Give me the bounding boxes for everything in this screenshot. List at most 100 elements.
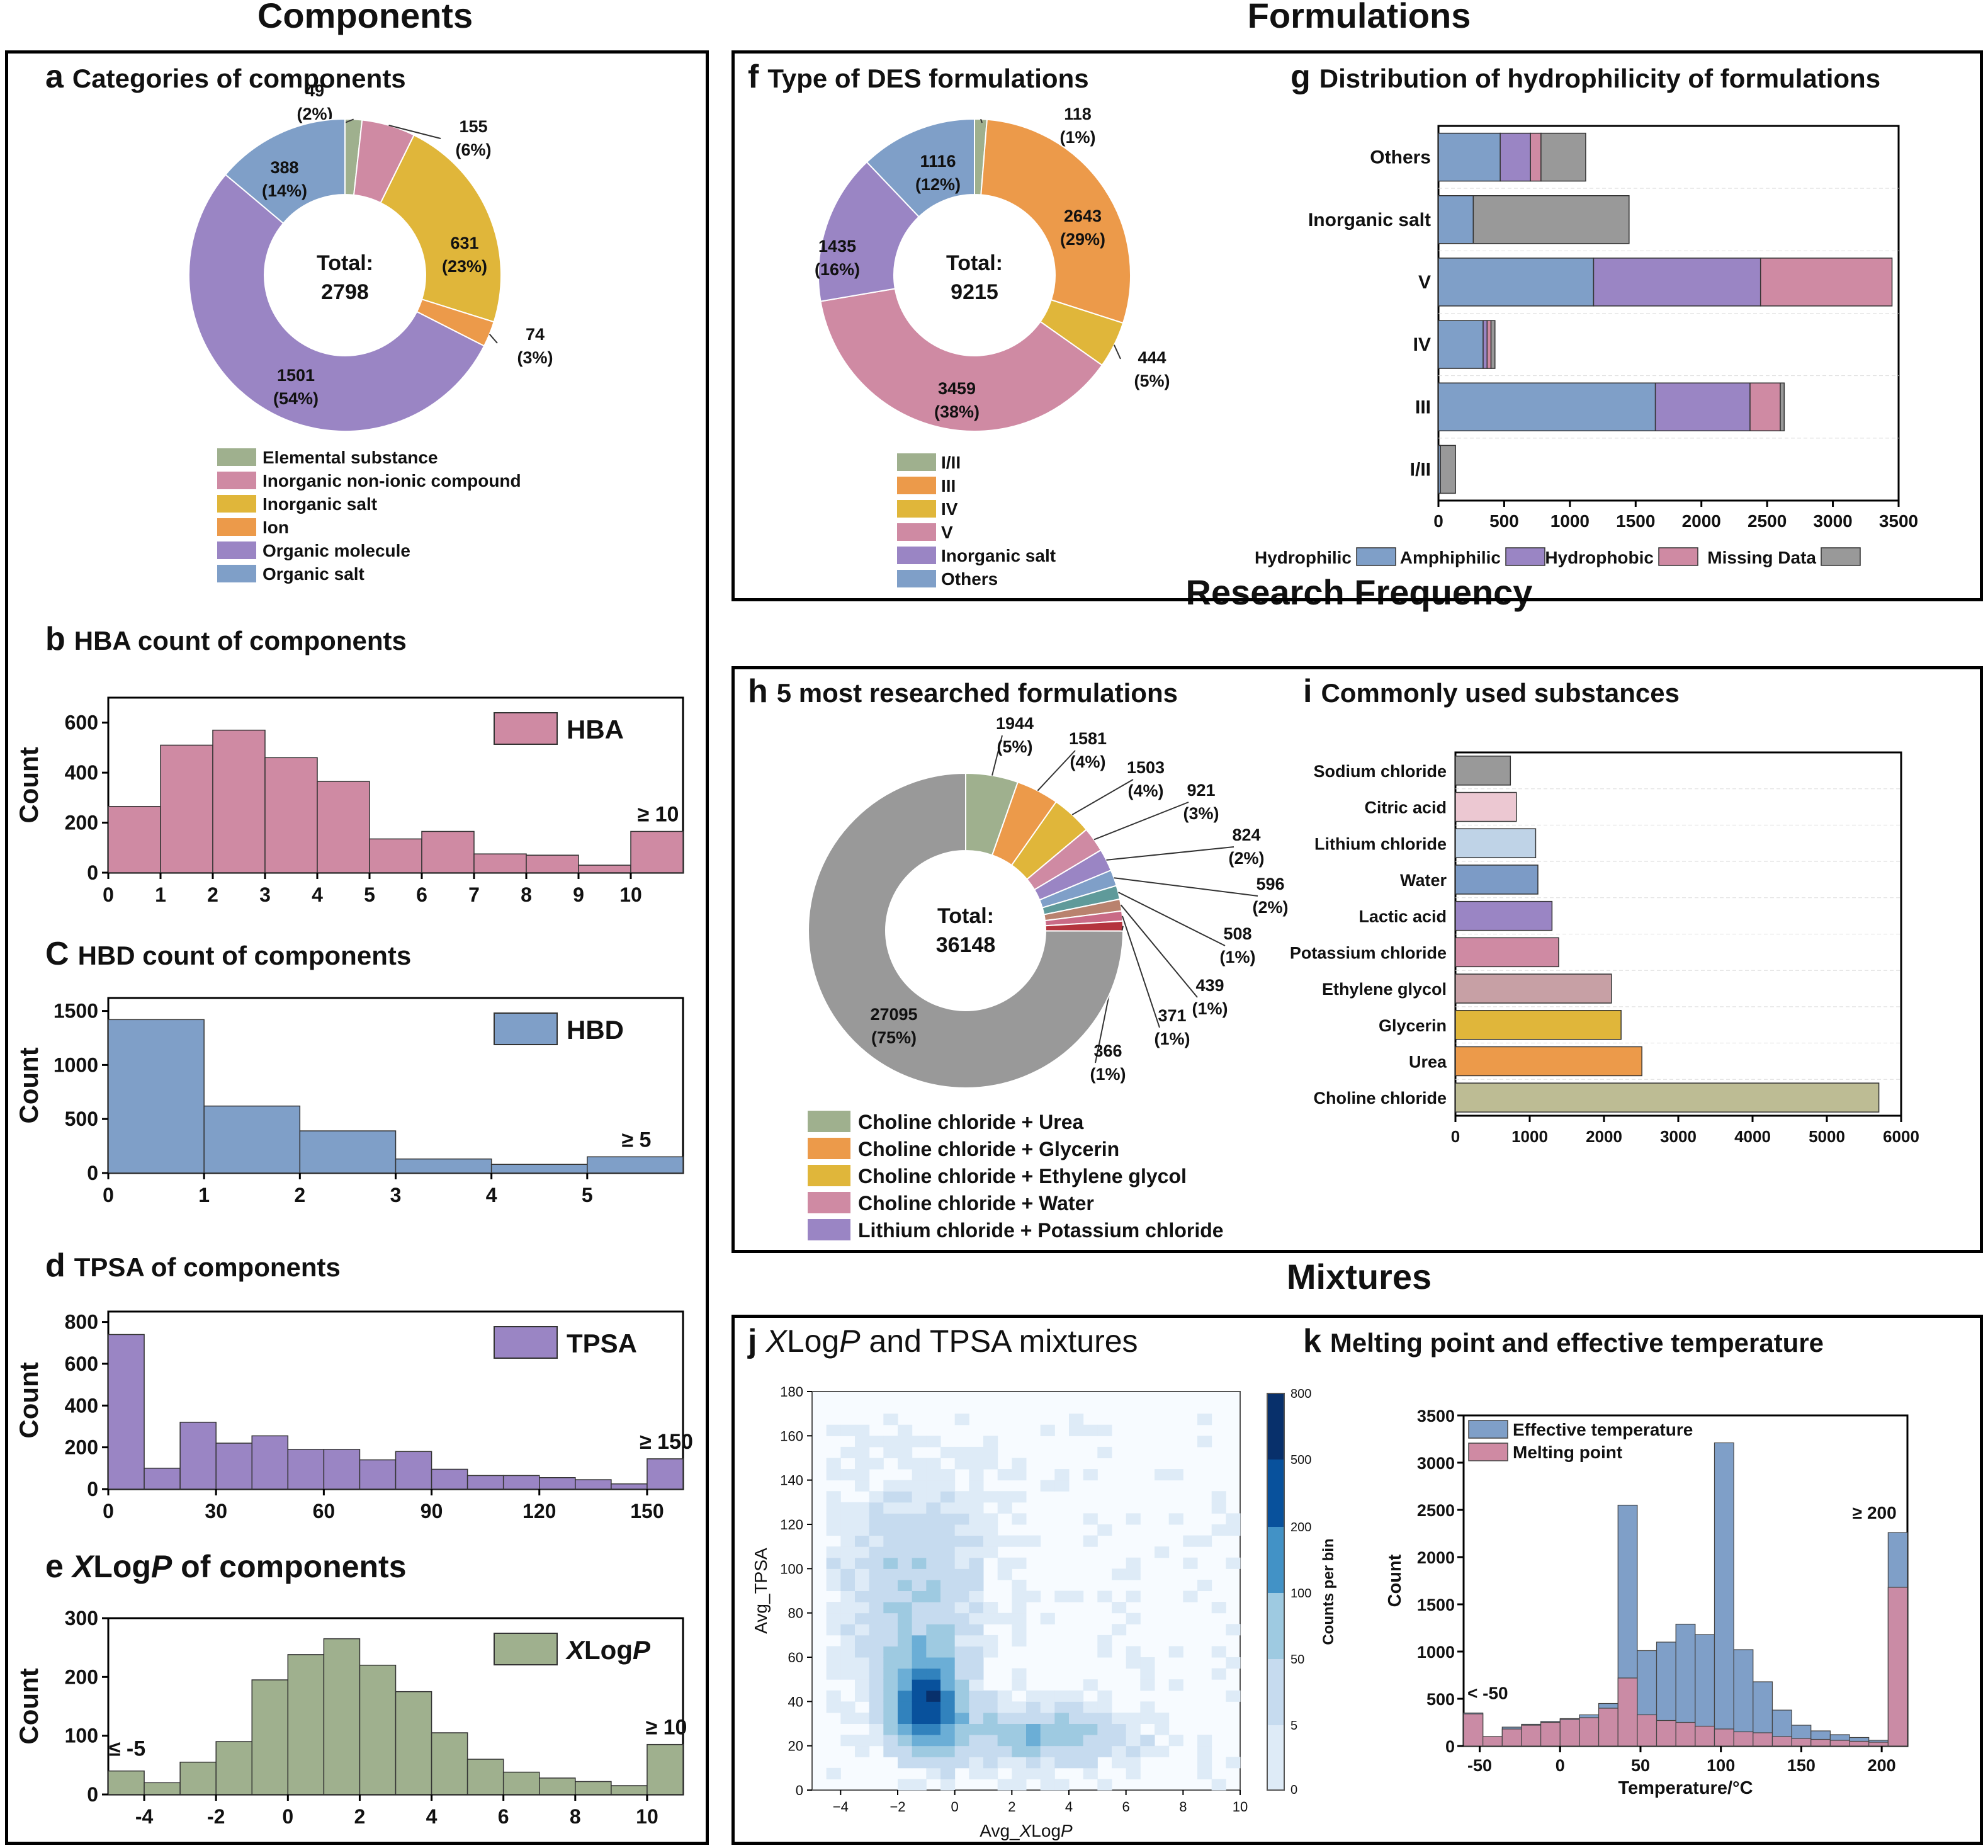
- j-cell: [883, 1712, 898, 1724]
- hist-d-xtick-label-1: 30: [205, 1500, 227, 1522]
- j-cell: [1197, 1414, 1212, 1426]
- i-bar-4: [1455, 900, 1553, 931]
- j-cell: [869, 1546, 884, 1558]
- j-cell: [1112, 1712, 1127, 1724]
- hist-c-xtick-label-5: 5: [582, 1184, 593, 1206]
- j-cell: [912, 1735, 927, 1747]
- j-cell: [855, 1646, 870, 1658]
- j-cell: [840, 1646, 856, 1658]
- hist-e-xtick-label-1: -2: [207, 1805, 225, 1828]
- j-cell: [1097, 1424, 1112, 1436]
- j-cell: [926, 1646, 941, 1658]
- xlabel-part: P: [1061, 1821, 1073, 1840]
- pie-h-legend-swatch-2: [808, 1165, 850, 1186]
- j-cell: [898, 1546, 913, 1558]
- j-cell: [1040, 1779, 1055, 1791]
- j-cell: [969, 1502, 984, 1514]
- j-cell: [912, 1690, 927, 1702]
- k-bar-1-19: [1829, 1740, 1850, 1747]
- j-xtick-label-6: 8: [1179, 1799, 1187, 1815]
- j-cell: [940, 1635, 956, 1647]
- i-bar-3: [1455, 864, 1539, 895]
- j-cell: [969, 1679, 984, 1691]
- j-cell: [969, 1613, 984, 1624]
- j-cell: [869, 1491, 884, 1503]
- j-cell: [855, 1613, 870, 1624]
- hist-b-legend-label: HBA: [567, 715, 624, 744]
- hist-e-xtick-label-5: 6: [498, 1805, 509, 1828]
- j-cell: [1097, 1723, 1112, 1735]
- i-xtick-label-5: 5000: [1809, 1127, 1845, 1146]
- pie-a-legend-swatch-4: [217, 541, 256, 559]
- j-cell: [826, 1491, 841, 1503]
- j-cell: [883, 1436, 898, 1448]
- j-cell: [869, 1436, 884, 1448]
- hist-d-ytick-label-4: 800: [65, 1311, 98, 1334]
- k-bar-1-18: [1810, 1738, 1831, 1747]
- j-cell: [926, 1579, 941, 1591]
- g-category-3: IV: [1413, 334, 1431, 355]
- j-cell: [940, 1602, 956, 1614]
- j-cell: [869, 1646, 884, 1658]
- j-cell: [954, 1491, 969, 1503]
- hist-b-bar-5: [369, 838, 422, 873]
- pie-h-pct-2: (4%): [1127, 781, 1163, 800]
- j-cell: [926, 1679, 941, 1691]
- pie-a-value-3: 74: [526, 325, 545, 344]
- pie-f-leader-2: [1113, 344, 1121, 360]
- j-cell: [926, 1568, 941, 1580]
- j-cell: [1097, 1779, 1112, 1791]
- j-cell: [912, 1535, 927, 1547]
- j-cell: [1026, 1590, 1041, 1602]
- hist-e-xtick-label-6: 8: [570, 1805, 581, 1828]
- j-cell: [954, 1690, 969, 1702]
- pie-f-value-0: 118: [1064, 105, 1092, 123]
- j-cell: [940, 1723, 956, 1735]
- j-cell: [1040, 1735, 1055, 1747]
- j-cell: [1069, 1723, 1084, 1735]
- j-cell: [969, 1657, 984, 1669]
- pie-f-value-1: 2643: [1064, 207, 1102, 225]
- k-bar-1-4: [1540, 1721, 1561, 1747]
- j-cell: [969, 1513, 984, 1525]
- j-cell: [1126, 1757, 1141, 1769]
- g-xtick-label-5: 2500: [1748, 511, 1787, 531]
- pie-f-legend-label-3: V: [941, 523, 953, 542]
- j-cell: [926, 1602, 941, 1614]
- pie-h-pct-5: (2%): [1252, 898, 1288, 917]
- j-cell: [1168, 1513, 1183, 1525]
- j-ytick-label-0: 0: [796, 1783, 803, 1798]
- pie-a-legend-label-5: Organic salt: [263, 564, 364, 584]
- i-xtick-label-3: 3000: [1660, 1127, 1697, 1146]
- j-cell: [1126, 1767, 1141, 1779]
- hist-c-legend-label: HBD: [567, 1015, 624, 1045]
- hist-c-bar-2: [299, 1130, 397, 1174]
- k-xtick-label-2: 50: [1631, 1756, 1650, 1775]
- j-cell: [912, 1701, 927, 1713]
- pie-f-value-3: 3459: [938, 379, 976, 398]
- k-xtick-label-0: -50: [1467, 1756, 1492, 1775]
- j-cell: [826, 1613, 841, 1624]
- j-cell: [940, 1513, 956, 1525]
- j-cell: [954, 1668, 969, 1680]
- j-cell: [926, 1502, 941, 1514]
- i-bar-2: [1455, 828, 1537, 858]
- j-cell: [883, 1590, 898, 1602]
- hist-b-xtick-label-10: 10: [619, 883, 642, 906]
- pie-h-legend-label-4: Lithium chloride + Potassium chloride: [858, 1219, 1224, 1242]
- j-cell: [1211, 1646, 1226, 1658]
- j-cell: [983, 1701, 998, 1713]
- pie-a-legend-swatch-0: [217, 448, 256, 466]
- hist-e-bar-8: [395, 1691, 432, 1795]
- hist-c-bar-4: [490, 1164, 588, 1174]
- j-cell: [898, 1535, 913, 1547]
- g-category-4: III: [1415, 397, 1431, 417]
- j-cell: [1126, 1712, 1141, 1724]
- pie-a-legend-swatch-2: [217, 495, 256, 513]
- j-cell: [855, 1690, 870, 1702]
- j-cell: [983, 1690, 998, 1702]
- j-cell: [940, 1579, 956, 1591]
- j-cell: [940, 1535, 956, 1547]
- k-bar-1-22: [1887, 1587, 1908, 1747]
- j-cell: [1126, 1590, 1141, 1602]
